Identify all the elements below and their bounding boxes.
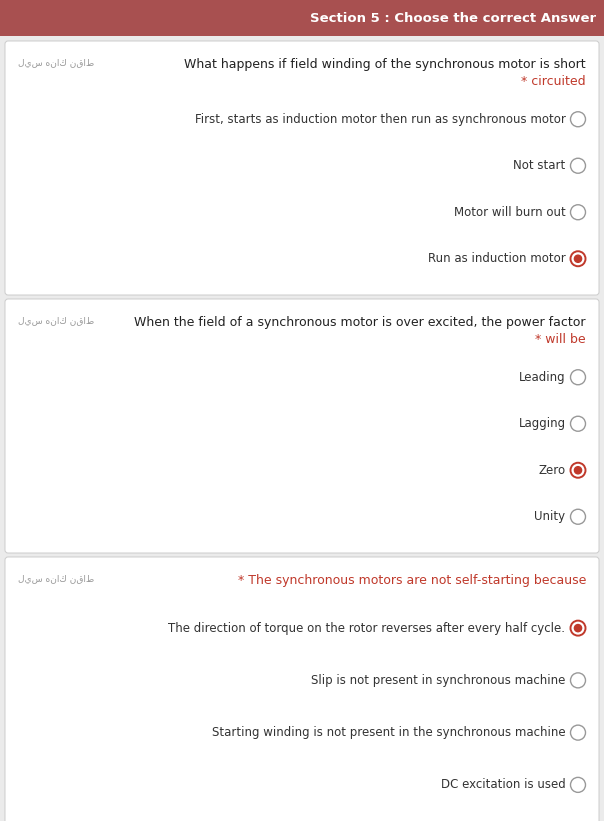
Text: Lagging: Lagging: [518, 417, 565, 430]
Circle shape: [574, 255, 582, 263]
Text: Starting winding is not present in the synchronous machine: Starting winding is not present in the s…: [212, 726, 565, 739]
FancyBboxPatch shape: [5, 41, 599, 295]
Circle shape: [574, 625, 582, 631]
Text: Run as induction motor: Run as induction motor: [428, 252, 565, 265]
Text: * will be: * will be: [535, 333, 586, 346]
Text: Unity: Unity: [535, 510, 565, 523]
FancyBboxPatch shape: [5, 557, 599, 821]
FancyBboxPatch shape: [0, 0, 604, 36]
Text: Not start: Not start: [513, 159, 565, 172]
Text: What happens if field winding of the synchronous motor is short: What happens if field winding of the syn…: [184, 58, 586, 71]
Text: ليس هناك نقاط: ليس هناك نقاط: [18, 58, 94, 67]
Text: * circuited: * circuited: [521, 75, 586, 88]
Text: Section 5 : Choose the correct Answer: Section 5 : Choose the correct Answer: [310, 11, 596, 25]
Text: Leading: Leading: [519, 371, 565, 383]
Circle shape: [574, 466, 582, 474]
FancyBboxPatch shape: [5, 299, 599, 553]
Text: Zero: Zero: [538, 464, 565, 477]
Text: The direction of torque on the rotor reverses after every half cycle.: The direction of torque on the rotor rev…: [169, 621, 565, 635]
Text: First, starts as induction motor then run as synchronous motor: First, starts as induction motor then ru…: [194, 112, 565, 126]
Text: ليس هناك نقاط: ليس هناك نقاط: [18, 574, 94, 583]
Text: Motor will burn out: Motor will burn out: [454, 206, 565, 218]
Text: When the field of a synchronous motor is over excited, the power factor: When the field of a synchronous motor is…: [135, 316, 586, 329]
Text: Slip is not present in synchronous machine: Slip is not present in synchronous machi…: [311, 674, 565, 687]
Text: DC excitation is used: DC excitation is used: [441, 778, 565, 791]
Text: * The synchronous motors are not self-starting because: * The synchronous motors are not self-st…: [237, 574, 586, 587]
Text: ليس هناك نقاط: ليس هناك نقاط: [18, 316, 94, 325]
